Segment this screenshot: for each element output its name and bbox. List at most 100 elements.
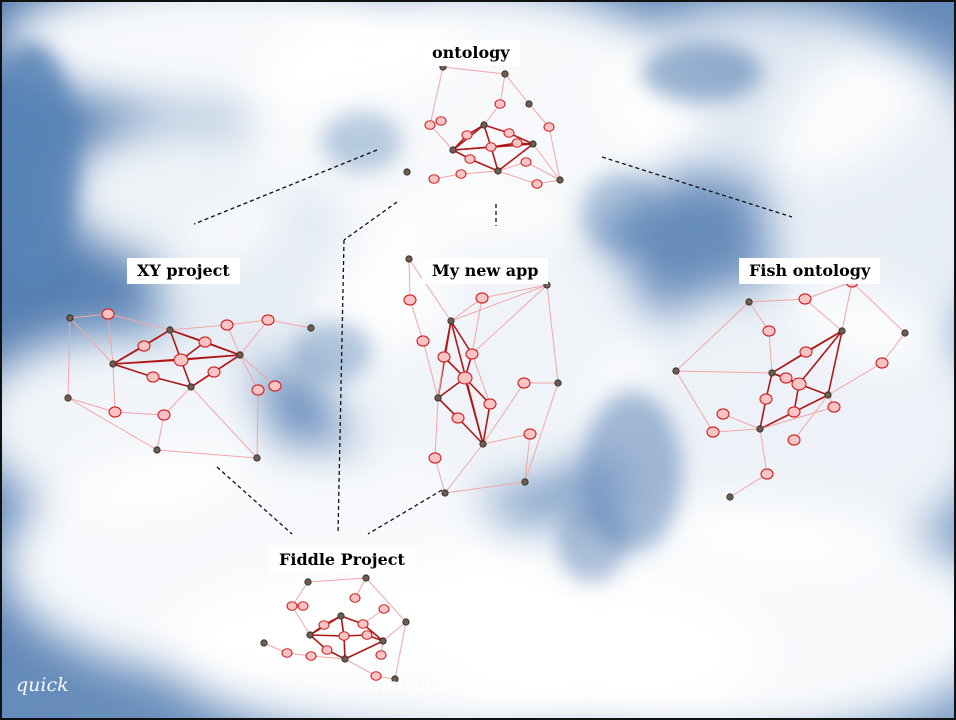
graph-edge	[481, 284, 548, 299]
graph-edge	[67, 397, 158, 451]
graph-edge	[499, 73, 506, 105]
graph-edge	[307, 577, 367, 583]
graph-edge	[239, 354, 259, 391]
graph-node-pink	[101, 308, 115, 320]
dashed-connectors	[193, 149, 793, 535]
graph-node-dark	[304, 578, 312, 586]
graph-edge	[107, 313, 114, 365]
graph-fish-ontology	[672, 276, 909, 501]
graph-node-pink	[875, 357, 889, 369]
graph-node-pink	[437, 351, 451, 363]
graph-node-dark	[479, 440, 487, 448]
graph-edge	[437, 356, 445, 399]
graph-node-dark	[341, 655, 349, 663]
graph-node-dark	[480, 121, 488, 129]
graph-edge	[504, 73, 530, 105]
graph-node-dark	[236, 351, 244, 359]
graph-node-pink	[146, 371, 160, 383]
dashed-connector	[337, 239, 345, 535]
caption-right: merging	[368, 674, 450, 696]
graph-edge	[793, 394, 829, 441]
graph-node-dark	[529, 140, 537, 148]
graph-edge	[482, 382, 525, 445]
graph-node-pink	[403, 294, 417, 306]
graph-node-pink	[428, 174, 440, 184]
graph-node-dark	[337, 612, 345, 620]
graph-node-pink	[520, 157, 532, 167]
graph-node-dark	[379, 637, 387, 645]
graph-node-dark	[824, 391, 832, 399]
graph-node-pink	[357, 619, 369, 629]
graph-node-dark	[901, 329, 909, 337]
graph-edge-strong	[482, 403, 491, 445]
graph-edge	[804, 298, 843, 332]
graph-node-dark	[187, 383, 195, 391]
graph-edge	[256, 389, 259, 459]
graph-edge	[291, 605, 311, 636]
graph-edge-strong	[152, 376, 192, 388]
graph-edge	[156, 449, 258, 459]
slide-caption: quick merging	[16, 674, 450, 696]
graph-edge	[881, 332, 906, 364]
graph-node-dark	[405, 255, 413, 263]
graph-node-pink	[220, 319, 234, 331]
graph-edge	[67, 397, 116, 413]
graph-edge	[729, 473, 768, 498]
graph-node-pink	[787, 434, 801, 446]
graph-edge	[675, 370, 714, 433]
graph-node-pink	[424, 120, 436, 130]
graph-edge	[532, 143, 561, 181]
graph-edge-strong	[309, 634, 345, 637]
label-fiddle-project: Fiddle Project	[269, 547, 415, 573]
graph-node-dark	[391, 675, 399, 683]
dashed-connector	[216, 466, 293, 535]
graph-node-pink	[268, 380, 282, 392]
graph-edge	[768, 330, 773, 374]
caption-left: quick	[16, 674, 69, 696]
graph-edge	[442, 66, 506, 75]
graph-node-pink	[787, 406, 801, 418]
graph-node-pink	[483, 398, 497, 410]
graph-edge	[429, 66, 444, 126]
graph-edge	[675, 301, 750, 372]
graph-node-dark	[672, 367, 680, 375]
graph-node-dark	[556, 176, 564, 184]
graph-ontology	[403, 63, 564, 189]
graph-node-dark	[307, 324, 315, 332]
graph-node-dark	[554, 379, 562, 387]
graph-node-pink	[716, 408, 730, 420]
graph-node-pink	[321, 645, 333, 655]
graph-node-dark	[362, 574, 370, 582]
graph-node-dark	[501, 70, 509, 78]
graph-node-pink	[760, 468, 774, 480]
graph-node-pink	[370, 671, 382, 681]
graph-node-pink	[461, 130, 473, 140]
graph-node-pink	[503, 128, 515, 138]
graph-node-pink	[416, 335, 430, 347]
graph-node-pink	[465, 348, 479, 360]
graph-edge	[429, 124, 454, 151]
graph-edge	[67, 317, 71, 399]
graph-node-pink	[261, 314, 275, 326]
graph-node-pink	[251, 384, 265, 396]
graph-node-pink	[173, 353, 189, 367]
graph-edge	[524, 382, 559, 483]
graph-edge-strong	[344, 640, 384, 660]
graph-edge	[382, 621, 407, 642]
graph-xy-project	[64, 308, 315, 462]
graph-node-pink	[531, 179, 543, 189]
graph-edge-strong	[112, 363, 154, 378]
graph-edge-strong	[798, 330, 843, 385]
graph-edge	[365, 577, 407, 623]
graph-edge	[156, 414, 165, 451]
graph-edge	[112, 363, 116, 413]
graph-node-pink	[451, 412, 465, 424]
graph-node-pink	[349, 593, 361, 603]
graph-edge	[107, 313, 171, 331]
graph-my-new-app	[403, 255, 562, 497]
graph-edge	[497, 170, 538, 185]
graph-node-pink	[475, 292, 489, 304]
